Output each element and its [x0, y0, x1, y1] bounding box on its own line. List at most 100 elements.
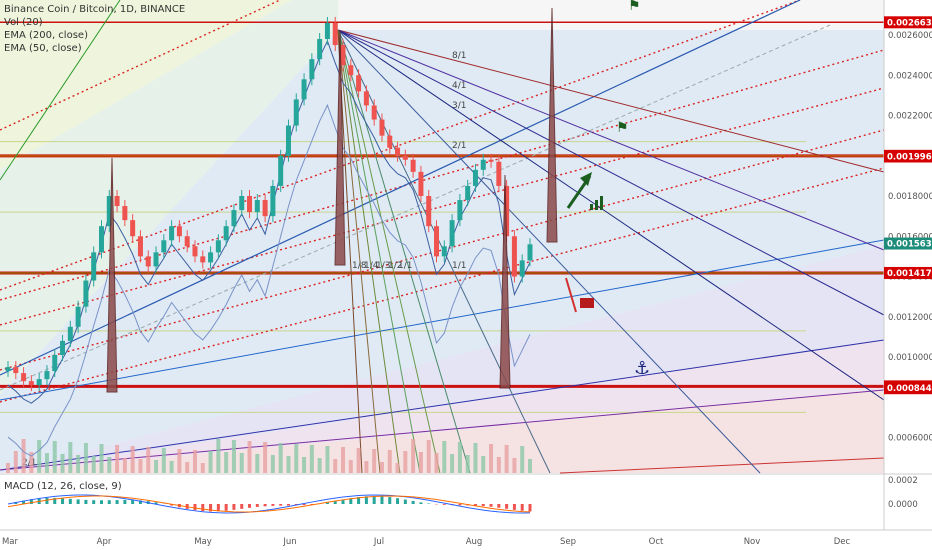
- candle-body: [270, 185, 276, 217]
- volume-bar: [512, 458, 517, 473]
- volume-bar: [450, 454, 455, 473]
- flag-icon: ⚑: [616, 120, 629, 136]
- volume-bar: [161, 448, 166, 473]
- candle-body: [434, 226, 440, 257]
- macd-histogram-bar: [154, 502, 158, 504]
- ema50-indicator-label[interactable]: EMA (50, close): [4, 43, 82, 54]
- macd-histogram-bar: [76, 499, 80, 504]
- price-tag-label: 0.0014176: [887, 269, 932, 279]
- candle-body: [137, 236, 143, 257]
- macd-histogram-bar: [232, 504, 236, 510]
- candle-body: [465, 185, 471, 201]
- macd-histogram-bar: [473, 504, 477, 506]
- volume-bar: [270, 455, 275, 473]
- volume-bar: [91, 456, 96, 473]
- channel-line: [0, 0, 281, 131]
- macd-histogram-bar: [115, 500, 119, 504]
- volume-bar: [286, 456, 291, 473]
- trend-line: [559, 457, 885, 474]
- fan-zone-pink: [0, 340, 884, 473]
- ema200-indicator-label[interactable]: EMA (200, close): [4, 30, 88, 41]
- candle-body: [363, 91, 369, 106]
- signal-bar: [600, 196, 603, 210]
- gann-fan-line: [337, 29, 885, 173]
- volume-bar: [76, 455, 81, 473]
- volume-bar: [356, 448, 361, 473]
- macd-histogram-bar: [107, 500, 111, 504]
- anchor-icon: ⚓: [634, 358, 650, 379]
- flag-icon: ⚑: [628, 0, 641, 14]
- candle-body: [504, 185, 510, 237]
- volume-bar: [107, 457, 112, 473]
- chart-legend: Binance Coin / Bitcoin, 1D, BINANCE Vol …: [4, 3, 185, 55]
- candle-body: [145, 256, 151, 267]
- candle-body: [426, 196, 432, 227]
- macd-histogram-bar: [403, 499, 407, 504]
- volume-bar: [372, 449, 377, 473]
- fan-zone-purple: [0, 245, 884, 473]
- candle-body: [106, 196, 112, 227]
- macd-histogram-bar: [333, 501, 337, 504]
- candle-body: [192, 246, 198, 257]
- gann-fan-line: [337, 29, 885, 316]
- volume-bar: [379, 462, 384, 473]
- macd-histogram-bar: [528, 504, 532, 512]
- price-tick-label: 0.0026000: [888, 31, 932, 41]
- macd-histogram-bar: [29, 499, 33, 504]
- volume-bar: [200, 463, 205, 473]
- candle-body: [247, 196, 253, 213]
- candle-body: [356, 75, 362, 92]
- volume-bar: [333, 459, 338, 473]
- gann-fan-label: 2/1: [452, 141, 466, 151]
- gann-fan-line: [337, 29, 761, 474]
- macd-histogram-bar: [271, 504, 275, 506]
- volume-bar: [294, 444, 299, 473]
- price-tag-label: 0.0019963: [887, 152, 932, 162]
- volume-bar: [192, 450, 197, 473]
- volume-bar: [317, 458, 322, 473]
- candle-body: [480, 159, 486, 170]
- macd-histogram-bar: [380, 496, 384, 504]
- volume-bar: [239, 453, 244, 473]
- time-tick-label: Sep: [560, 537, 576, 547]
- candle-body: [60, 340, 66, 355]
- macd-histogram-bar: [263, 504, 267, 507]
- candle-body: [44, 371, 50, 380]
- volume-bar: [496, 457, 501, 473]
- volume-bar: [418, 452, 423, 473]
- gann-fan-label: 1/2: [388, 261, 402, 271]
- candle-body: [75, 306, 81, 327]
- spike-marker: [106, 157, 118, 393]
- volume-bar: [434, 453, 439, 473]
- macd-indicator-label[interactable]: MACD (12, 26, close, 9): [4, 481, 122, 492]
- candle-body: [122, 206, 128, 221]
- volume-bar: [13, 451, 18, 473]
- macd-histogram-bar: [224, 504, 228, 511]
- volume-bar: [138, 459, 143, 473]
- macd-histogram-bar: [357, 497, 361, 504]
- signal-bar: [595, 200, 598, 210]
- macd-histogram-bar: [481, 504, 485, 507]
- time-tick-label: Nov: [744, 537, 761, 547]
- volume-bar: [68, 442, 73, 473]
- candle-body: [13, 367, 19, 374]
- time-tick-label: Mar: [2, 537, 19, 547]
- volume-bar: [520, 446, 525, 473]
- symbol-title[interactable]: Binance Coin / Bitcoin, 1D, BINANCE: [4, 4, 186, 15]
- candle-body: [317, 39, 323, 60]
- macd-histogram-bar: [505, 504, 509, 509]
- gann-fan-line: [337, 29, 381, 474]
- channel-line: [0, 49, 885, 301]
- candle-body: [83, 280, 89, 307]
- volume-bar: [278, 443, 283, 473]
- candle-body: [402, 155, 408, 160]
- vol-indicator-label[interactable]: Vol (20): [4, 17, 43, 28]
- candle-body: [176, 226, 182, 237]
- volume-bar: [208, 451, 213, 473]
- candle-body: [169, 226, 175, 241]
- candle-body: [309, 59, 315, 80]
- candle-body: [200, 256, 206, 263]
- time-tick-label: May: [194, 537, 212, 547]
